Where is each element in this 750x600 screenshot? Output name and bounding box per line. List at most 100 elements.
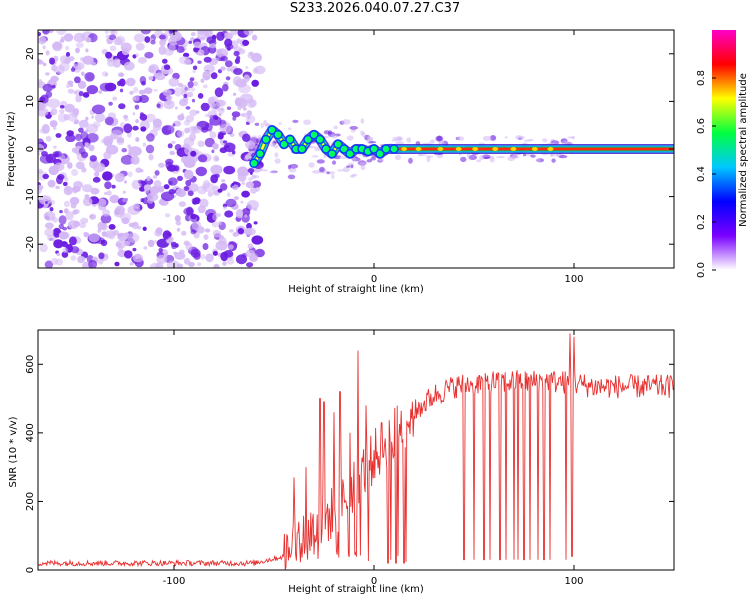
y-tick-label: 10 bbox=[25, 95, 36, 108]
noise-speck bbox=[59, 39, 65, 43]
noise-speck bbox=[94, 171, 100, 178]
noise-speck bbox=[227, 244, 234, 250]
noise-speck bbox=[251, 180, 262, 189]
noise-speck bbox=[223, 32, 233, 40]
noise-speck bbox=[154, 240, 158, 243]
noise-speck bbox=[216, 31, 225, 41]
noise-speck bbox=[274, 152, 279, 158]
track-node bbox=[437, 147, 444, 151]
noise-speck bbox=[82, 92, 90, 98]
colorbar-tick-label: 0.8 bbox=[696, 70, 707, 86]
noise-speck bbox=[247, 168, 255, 174]
noise-speck bbox=[479, 155, 485, 161]
noise-speck bbox=[203, 234, 209, 240]
noise-speck bbox=[92, 104, 106, 115]
noise-speck bbox=[319, 166, 325, 173]
noise-speck bbox=[456, 136, 465, 141]
y-tick-label: 0 bbox=[25, 146, 36, 152]
noise-speck bbox=[248, 99, 257, 108]
noise-speck bbox=[328, 130, 332, 135]
noise-speck bbox=[65, 211, 74, 221]
y-tick-label: -10 bbox=[25, 188, 36, 204]
noise-speck bbox=[243, 74, 250, 83]
noise-speck bbox=[361, 132, 366, 138]
noise-speck bbox=[303, 119, 311, 125]
noise-speck bbox=[80, 71, 85, 76]
noise-speck bbox=[287, 127, 292, 131]
noise-speck bbox=[84, 72, 95, 82]
noise-speck bbox=[170, 241, 177, 247]
noise-speck bbox=[58, 215, 67, 225]
noise-speck bbox=[132, 112, 136, 116]
noise-speck bbox=[108, 230, 116, 240]
noise-speck bbox=[75, 42, 84, 48]
track-node bbox=[333, 139, 343, 149]
noise-speck bbox=[222, 140, 228, 144]
noise-speck bbox=[536, 158, 541, 163]
noise-speck bbox=[53, 145, 57, 149]
noise-speck bbox=[351, 173, 358, 177]
noise-speck bbox=[56, 30, 67, 36]
track-node bbox=[472, 147, 479, 151]
noise-speck bbox=[105, 34, 111, 39]
noise-speck bbox=[78, 147, 86, 155]
noise-speck bbox=[38, 107, 49, 117]
noise-speck bbox=[251, 52, 262, 63]
noise-speck bbox=[251, 79, 259, 87]
noise-speck bbox=[245, 66, 249, 69]
noise-speck bbox=[114, 172, 125, 183]
noise-speck bbox=[150, 185, 160, 195]
noise-speck bbox=[144, 36, 151, 43]
noise-speck bbox=[211, 34, 217, 40]
noise-speck bbox=[212, 143, 219, 150]
noise-speck bbox=[129, 262, 134, 266]
noise-speck bbox=[236, 38, 241, 44]
noise-speck bbox=[253, 221, 258, 225]
noise-speck bbox=[44, 228, 54, 237]
noise-speck bbox=[244, 228, 252, 236]
noise-speck bbox=[189, 109, 198, 117]
noise-speck bbox=[530, 154, 536, 158]
noise-speck bbox=[69, 196, 80, 205]
noise-speck bbox=[169, 150, 175, 156]
noise-speck bbox=[437, 154, 443, 159]
colorbar: 0.0 0.2 0.4 0.6 0.8 Normalized spectral ampl… bbox=[696, 30, 749, 278]
noise-speck bbox=[220, 108, 224, 111]
noise-speck bbox=[56, 65, 65, 74]
noise-speck bbox=[38, 168, 43, 174]
noise-speck bbox=[75, 161, 85, 170]
noise-speck bbox=[551, 158, 556, 163]
noise-speck bbox=[287, 174, 296, 180]
noise-speck bbox=[140, 126, 147, 132]
noise-speck bbox=[213, 263, 220, 268]
noise-speck bbox=[183, 169, 194, 180]
noise-speck bbox=[197, 140, 205, 148]
noise-speck bbox=[167, 177, 178, 186]
noise-speck bbox=[108, 224, 116, 230]
noise-speck bbox=[217, 133, 224, 140]
spectrogram-y-label: Frequency (Hz) bbox=[6, 111, 17, 187]
track-node bbox=[297, 144, 307, 154]
noise-speck bbox=[504, 136, 508, 139]
colorbar-tick-label: 0.6 bbox=[696, 118, 707, 134]
noise-speck bbox=[72, 209, 78, 215]
noise-speck bbox=[435, 135, 444, 142]
noise-speck bbox=[292, 119, 299, 123]
noise-speck bbox=[193, 252, 201, 260]
noise-speck bbox=[180, 84, 189, 93]
x-tick-label: 100 bbox=[564, 274, 583, 285]
noise-speck bbox=[244, 171, 249, 176]
noise-speck bbox=[197, 49, 205, 57]
track-node bbox=[531, 147, 538, 151]
noise-speck bbox=[137, 57, 147, 64]
noise-speck bbox=[38, 143, 44, 153]
noise-speck bbox=[49, 207, 54, 212]
noise-speck bbox=[395, 141, 405, 145]
noise-speck bbox=[38, 32, 42, 37]
noise-speck bbox=[242, 112, 248, 118]
noise-speck bbox=[185, 106, 191, 110]
noise-speck bbox=[165, 158, 174, 165]
noise-speck bbox=[237, 105, 242, 111]
noise-speck bbox=[172, 123, 176, 127]
noise-speck bbox=[549, 153, 559, 157]
